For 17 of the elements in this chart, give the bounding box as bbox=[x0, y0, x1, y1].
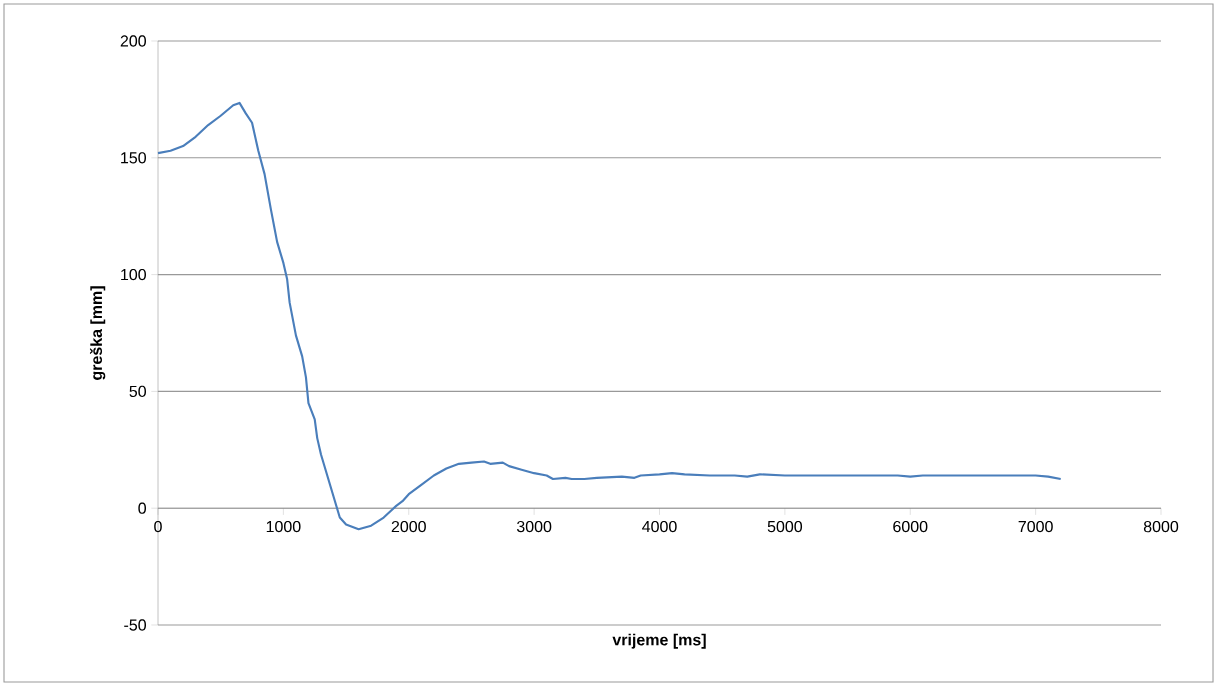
x-tick-label: 8000 bbox=[1143, 520, 1179, 533]
x-tick-label: 4000 bbox=[642, 520, 677, 533]
x-tick-label: 0 bbox=[154, 520, 162, 533]
y-tick-label: 50 bbox=[129, 385, 147, 398]
y-tick-label: 200 bbox=[120, 35, 146, 47]
x-axis-title: vrijeme [ms] bbox=[612, 633, 706, 649]
x-tick-label: 2000 bbox=[391, 520, 426, 533]
x-tick-label: 7000 bbox=[1018, 520, 1053, 533]
y-tick-label: 150 bbox=[121, 152, 146, 164]
y-tick-label: 0 bbox=[138, 502, 147, 514]
y-axis-title: greška [mm] bbox=[89, 286, 106, 380]
y-tick-label: 100 bbox=[121, 268, 146, 281]
x-tick-label: 5000 bbox=[767, 520, 803, 533]
x-tick-label: 6000 bbox=[893, 520, 928, 533]
x-tick-label: 3000 bbox=[516, 520, 552, 533]
x-tick-label: 1000 bbox=[266, 520, 301, 533]
y-tick-label: -50 bbox=[124, 619, 147, 631]
